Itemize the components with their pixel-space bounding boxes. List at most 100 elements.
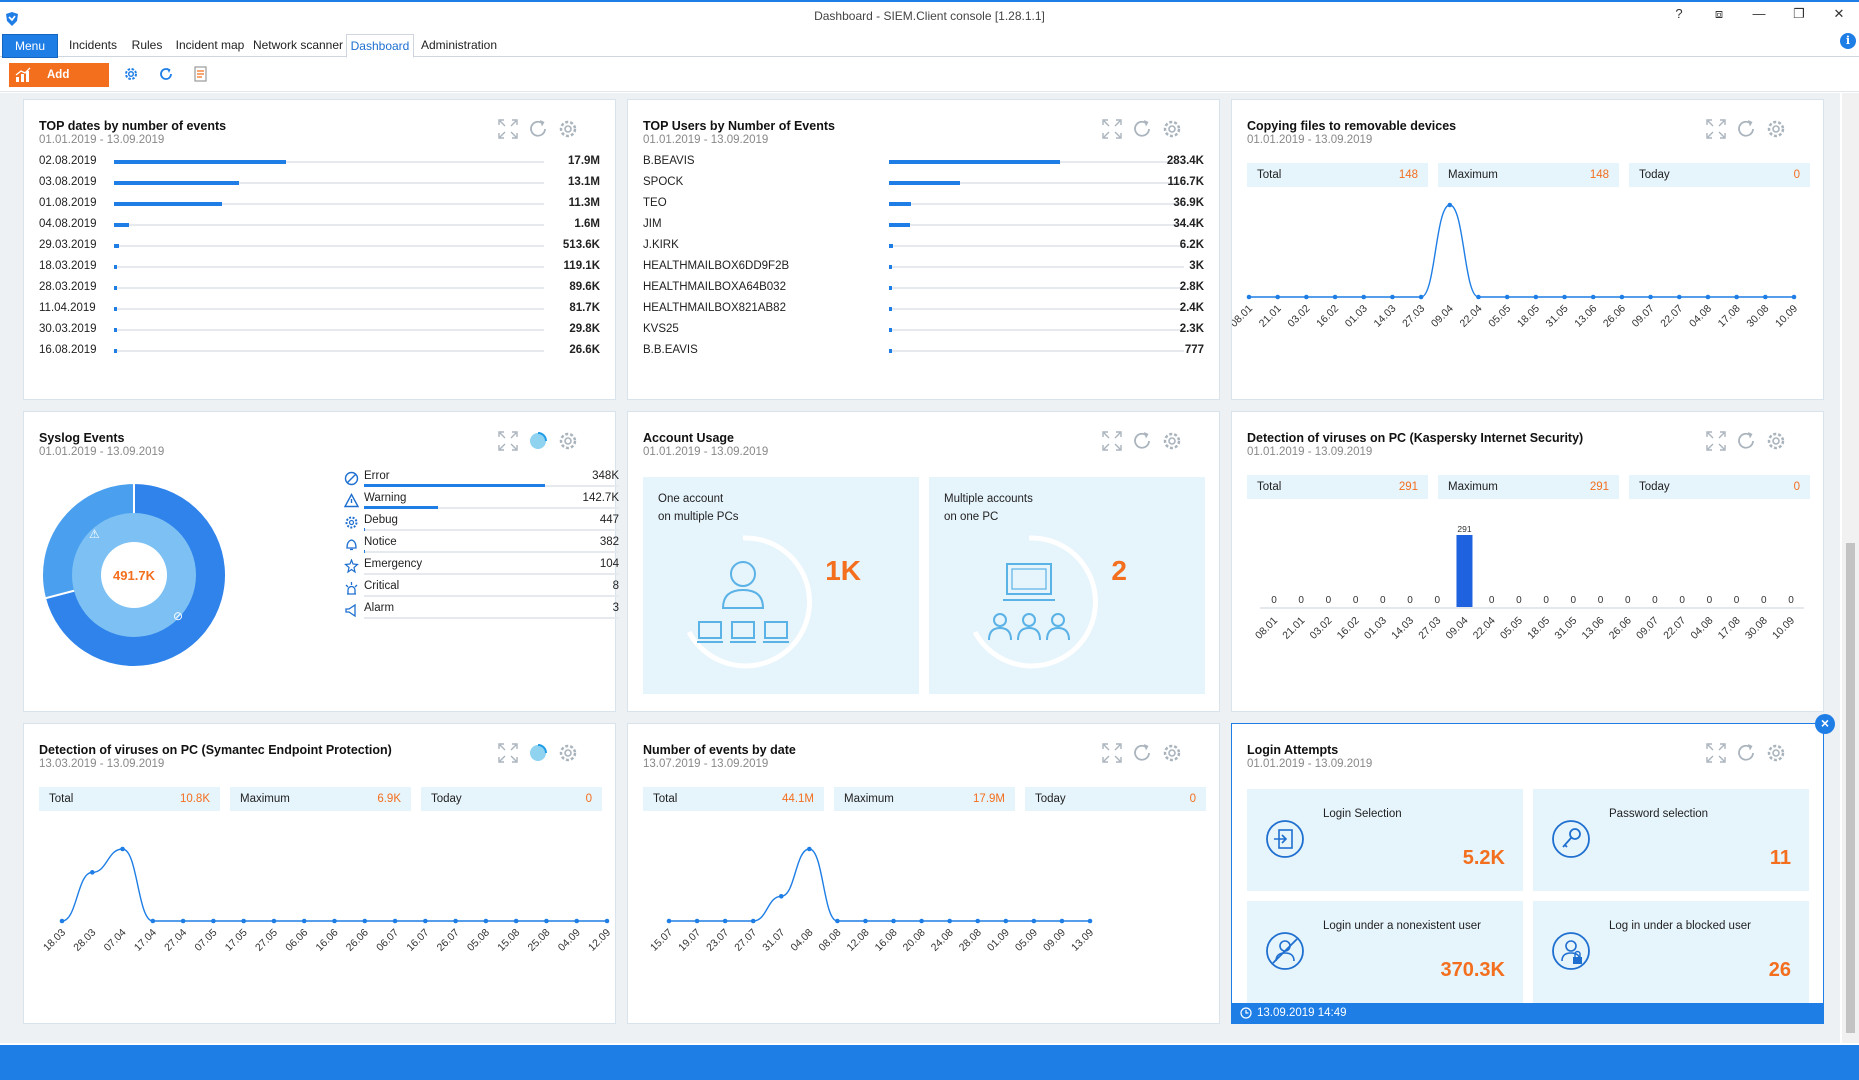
data-point[interactable] [1447, 202, 1453, 208]
data-point[interactable] [1059, 918, 1065, 924]
loading-icon[interactable] [527, 742, 549, 764]
tab-incidents[interactable]: Incidents [68, 38, 118, 52]
data-point[interactable] [180, 918, 186, 924]
card-one-account[interactable]: One account on multiple PCs 1K [643, 477, 919, 694]
minimize-button[interactable]: — [1752, 6, 1766, 21]
add-widget-button[interactable]: Add Widget [9, 63, 109, 105]
maximize-button[interactable]: ❐ [1793, 6, 1805, 21]
data-point[interactable] [604, 918, 610, 924]
list-item[interactable]: HEALTHMAILBOX821AB82 2.4K [643, 302, 1204, 322]
data-point[interactable] [1648, 294, 1653, 300]
data-point[interactable] [483, 918, 489, 924]
legend-item[interactable]: Critical 8 [344, 580, 619, 600]
list-item[interactable]: HEALTHMAILBOX6DD9F2B 3K [643, 260, 1204, 280]
legend-item[interactable]: Notice 382 [344, 536, 619, 556]
refresh-icon[interactable] [1131, 118, 1153, 140]
list-item[interactable]: 16.08.2019 26.6K [39, 344, 600, 364]
list-item[interactable]: SPOCK 116.7K [643, 176, 1204, 196]
report-icon[interactable] [192, 65, 210, 83]
data-point[interactable] [1533, 294, 1539, 300]
data-point[interactable] [423, 918, 428, 924]
tab-dashboard[interactable]: Dashboard [346, 34, 414, 58]
card-multiple-accounts[interactable]: Multiple accounts on one PC 2 [929, 477, 1205, 694]
data-point[interactable] [835, 918, 840, 924]
scrollbar-thumb[interactable] [1846, 543, 1855, 1033]
expand-icon[interactable] [497, 118, 519, 140]
gear-icon[interactable] [557, 742, 579, 764]
gear-icon[interactable] [1765, 118, 1787, 140]
refresh-icon[interactable] [527, 118, 549, 140]
data-point[interactable] [1619, 294, 1625, 300]
loading-icon[interactable] [527, 430, 549, 452]
gear-icon[interactable] [1161, 118, 1183, 140]
expand-icon[interactable] [497, 430, 519, 452]
data-point[interactable] [241, 918, 246, 924]
data-point[interactable] [332, 918, 337, 924]
list-item[interactable]: 30.03.2019 29.8K [39, 323, 600, 343]
gear-icon[interactable] [1765, 742, 1787, 764]
data-point[interactable] [1361, 294, 1367, 300]
data-point[interactable] [1332, 294, 1338, 300]
data-point[interactable] [362, 918, 368, 924]
legend-item[interactable]: Emergency 104 [344, 558, 619, 578]
data-point[interactable] [1275, 294, 1280, 300]
close-button[interactable]: ✕ [1833, 6, 1845, 21]
list-item[interactable]: 03.08.2019 13.1M [39, 176, 600, 196]
expand-icon[interactable] [1705, 430, 1727, 452]
list-item[interactable]: 01.08.2019 11.3M [39, 197, 600, 217]
list-item[interactable]: 04.08.2019 1.6M [39, 218, 600, 238]
refresh-icon[interactable] [1131, 742, 1153, 764]
data-point[interactable] [1003, 918, 1009, 924]
data-point[interactable] [544, 918, 549, 924]
help-button[interactable]: ? [1675, 6, 1683, 21]
data-point[interactable] [1705, 294, 1711, 300]
card-nonexistent-user[interactable]: Login under a nonexistent user 370.3K [1247, 901, 1523, 1003]
gear-icon[interactable] [557, 430, 579, 452]
card-blocked-user[interactable]: Log in under a blocked user 26 [1533, 901, 1809, 1003]
expand-icon[interactable] [1101, 742, 1123, 764]
data-point[interactable] [392, 918, 398, 924]
list-item[interactable]: 28.03.2019 89.6K [39, 281, 600, 301]
list-item[interactable]: B.B.EAVIS 777 [643, 344, 1204, 364]
data-point[interactable] [919, 918, 924, 924]
data-point[interactable] [59, 918, 65, 924]
settings-gear-icon[interactable] [122, 65, 140, 83]
tab-incident-map[interactable]: Incident map [175, 38, 245, 52]
data-point[interactable] [1504, 294, 1510, 300]
data-point[interactable] [271, 918, 277, 924]
data-point[interactable] [1676, 294, 1682, 300]
data-point[interactable] [1562, 294, 1567, 300]
widget-login-attempts[interactable]: Login Attempts 01.01.2019 - 13.09.2019 L… [1231, 723, 1824, 1024]
data-point[interactable] [1087, 918, 1093, 924]
legend-item[interactable]: Debug 447 [344, 514, 619, 534]
data-point[interactable] [778, 893, 784, 899]
data-point[interactable] [150, 918, 156, 924]
tab-network-scanner[interactable]: Network scanner [252, 38, 344, 52]
list-item[interactable]: JIM 34.4K [643, 218, 1204, 238]
expand-icon[interactable] [1101, 430, 1123, 452]
refresh-icon[interactable] [1735, 118, 1757, 140]
refresh-icon[interactable] [1735, 430, 1757, 452]
data-point[interactable] [1476, 294, 1481, 300]
data-point[interactable] [750, 918, 756, 924]
list-item[interactable]: HEALTHMAILBOXA64B032 2.8K [643, 281, 1204, 301]
data-point[interactable] [722, 918, 728, 924]
gear-icon[interactable] [1765, 430, 1787, 452]
tab-menu[interactable]: Menu [2, 34, 58, 58]
data-point[interactable] [574, 918, 580, 924]
list-item[interactable]: 11.04.2019 81.7K [39, 302, 600, 322]
dock-button[interactable]: ⧈ [1714, 6, 1724, 21]
data-point[interactable] [120, 846, 125, 852]
gear-icon[interactable] [557, 118, 579, 140]
data-point[interactable] [1590, 294, 1596, 300]
data-point[interactable] [1246, 294, 1252, 300]
list-item[interactable]: J.KIRK 6.2K [643, 239, 1204, 259]
data-point[interactable] [1763, 294, 1768, 300]
expand-icon[interactable] [1101, 118, 1123, 140]
bar[interactable] [1456, 535, 1473, 607]
data-point[interactable] [1791, 294, 1797, 300]
list-item[interactable]: KVS25 2.3K [643, 323, 1204, 343]
data-point[interactable] [975, 918, 981, 924]
data-point[interactable] [947, 918, 952, 924]
expand-icon[interactable] [1705, 118, 1727, 140]
